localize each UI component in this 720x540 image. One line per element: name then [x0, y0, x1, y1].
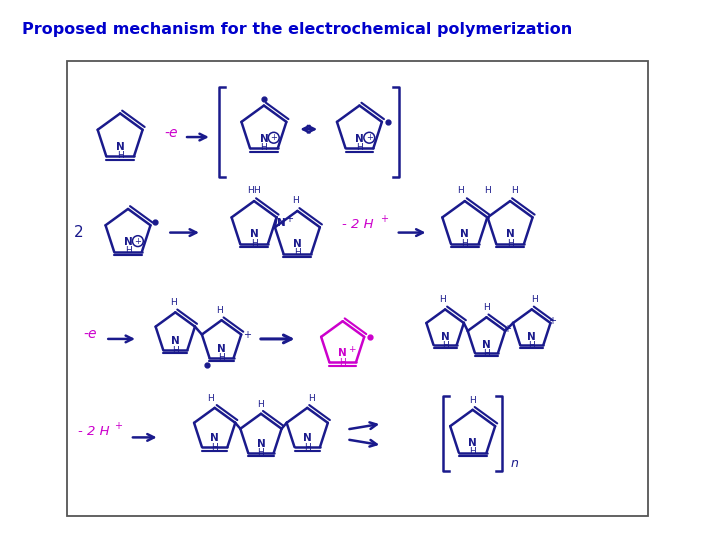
Text: - 2 H: - 2 H: [342, 218, 373, 231]
Bar: [67, 61, 648, 516]
Text: N: N: [468, 438, 477, 448]
Text: H: H: [216, 306, 223, 315]
Text: +: +: [243, 330, 251, 340]
Text: +: +: [503, 324, 511, 334]
Text: H: H: [292, 196, 299, 205]
Text: H: H: [117, 151, 124, 160]
Text: H: H: [469, 447, 476, 456]
Text: H: H: [442, 341, 449, 350]
Text: +: +: [270, 133, 277, 142]
Text: H: H: [294, 248, 301, 258]
Text: H: H: [484, 186, 491, 195]
Text: Proposed mechanism for the electrochemical polymerization: Proposed mechanism for the electrochemic…: [22, 22, 572, 37]
Text: N: N: [293, 239, 302, 249]
Text: H: H: [469, 396, 476, 405]
Text: H: H: [170, 299, 176, 307]
Text: +: +: [135, 237, 141, 246]
Text: H: H: [528, 341, 535, 350]
Text: H: H: [339, 359, 346, 367]
Text: N: N: [482, 340, 491, 350]
Text: H: H: [258, 400, 264, 409]
Text: N: N: [210, 433, 219, 443]
Text: n: n: [510, 456, 518, 469]
Text: N: N: [217, 344, 226, 354]
Text: H: H: [207, 394, 214, 403]
Text: H: H: [211, 443, 218, 451]
Text: H: H: [261, 143, 267, 152]
Text: N: N: [250, 230, 258, 239]
Text: H: H: [483, 303, 490, 312]
Text: +: +: [114, 421, 122, 430]
Text: N: N: [460, 230, 469, 239]
Text: 2: 2: [74, 225, 84, 240]
Text: H: H: [304, 443, 310, 451]
Text: N: N: [303, 433, 312, 443]
Text: N: N: [171, 336, 180, 346]
Text: H: H: [125, 246, 131, 255]
Text: N: N: [116, 141, 125, 152]
Text: H: H: [247, 186, 253, 195]
Text: +: +: [549, 316, 557, 326]
Text: N: N: [505, 230, 515, 239]
Text: H: H: [483, 349, 490, 358]
Text: H: H: [308, 394, 315, 403]
Text: N: N: [256, 439, 266, 449]
Text: H: H: [356, 143, 363, 152]
Text: H: H: [172, 346, 179, 355]
Text: N: N: [441, 332, 449, 342]
Text: +: +: [366, 133, 373, 142]
Text: -e: -e: [165, 126, 178, 140]
Text: - 2 H: - 2 H: [78, 425, 109, 438]
Text: N: N: [338, 348, 347, 358]
Text: H: H: [218, 354, 225, 362]
Text: +: +: [286, 214, 294, 224]
Text: +: +: [380, 214, 388, 224]
Text: H: H: [438, 295, 446, 305]
Text: N: N: [124, 237, 132, 247]
Text: N: N: [527, 332, 536, 342]
Text: H: H: [507, 239, 513, 248]
Text: N: N: [355, 134, 364, 144]
Text: +: +: [348, 345, 355, 354]
Text: -e: -e: [84, 327, 97, 341]
Text: H: H: [251, 239, 258, 248]
Text: H: H: [462, 239, 468, 248]
Text: N: N: [259, 134, 269, 144]
Text: N: N: [277, 218, 286, 228]
Text: H: H: [253, 186, 259, 195]
Text: H: H: [531, 295, 538, 305]
Text: H: H: [258, 448, 264, 457]
Text: H: H: [457, 186, 464, 195]
Text: H: H: [510, 186, 518, 195]
